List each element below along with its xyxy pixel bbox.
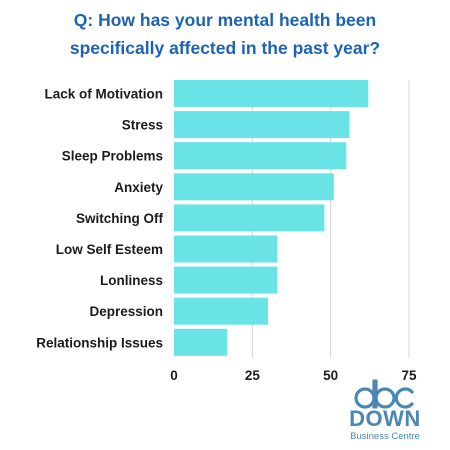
bar-4	[174, 204, 325, 232]
logo-word: DOWN	[349, 406, 421, 431]
x-tick-label-0: 0	[170, 368, 178, 383]
category-label-5: Low Self Esteem	[56, 242, 163, 257]
bar-3	[174, 173, 334, 201]
category-label-3: Anxiety	[114, 180, 163, 195]
bar-7	[174, 297, 268, 325]
chart-title-line-2: specifically affected in the past year?	[69, 38, 381, 58]
chart-title-line-1: Q: How has your mental health been	[73, 10, 377, 30]
logo-subtitle: Business Centre	[350, 431, 420, 442]
bar-8	[174, 328, 228, 356]
bar-0	[174, 80, 369, 107]
x-tick-label-3: 75	[401, 368, 417, 383]
category-label-1: Stress	[122, 118, 163, 133]
category-label-8: Relationship Issues	[36, 335, 163, 350]
x-tick-label-2: 50	[323, 368, 338, 383]
category-label-7: Depression	[89, 304, 163, 319]
bar-5	[174, 235, 278, 263]
chart-title: Q: How has your mental health been speci…	[0, 6, 450, 62]
category-label-0: Lack of Motivation	[44, 87, 163, 102]
bar-6	[174, 266, 278, 294]
bar-2	[174, 142, 347, 170]
category-label-2: Sleep Problems	[62, 149, 163, 164]
bar-1	[174, 111, 350, 139]
category-label-6: Lonliness	[100, 273, 163, 288]
dbc-logo-mark	[354, 379, 414, 409]
x-tick-label-1: 25	[245, 368, 261, 383]
down-business-centre-logo: DOWN Business Centre	[345, 378, 445, 448]
category-label-4: Switching Off	[76, 211, 163, 226]
